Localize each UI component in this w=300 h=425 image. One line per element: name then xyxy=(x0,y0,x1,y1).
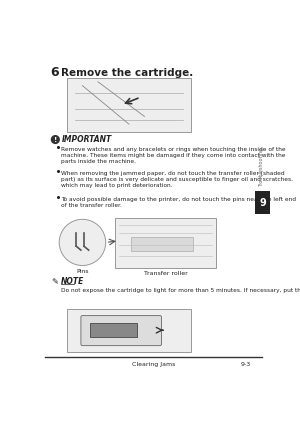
Text: Do not expose the cartridge to light for more than 5 minutes. If necessary, put : Do not expose the cartridge to light for… xyxy=(61,288,300,293)
Bar xyxy=(130,237,193,251)
Text: Troubleshooting: Troubleshooting xyxy=(260,148,264,187)
Text: When removing the jammed paper, do not touch the transfer roller (shaded part) a: When removing the jammed paper, do not t… xyxy=(61,171,293,188)
Text: NOTE: NOTE xyxy=(61,277,84,286)
Text: 9-3: 9-3 xyxy=(240,362,250,367)
Bar xyxy=(115,218,216,268)
Bar xyxy=(255,191,270,214)
Bar xyxy=(67,78,191,132)
Text: ✎: ✎ xyxy=(51,277,58,286)
Text: IMPORTANT: IMPORTANT xyxy=(61,135,112,144)
Text: Remove watches and any bracelets or rings when touching the inside of the machin: Remove watches and any bracelets or ring… xyxy=(61,147,285,164)
Bar xyxy=(67,309,191,352)
Text: 9: 9 xyxy=(259,198,266,208)
Circle shape xyxy=(59,219,106,266)
Bar xyxy=(90,323,137,337)
Text: Remove the cartridge.: Remove the cartridge. xyxy=(61,68,193,77)
Text: !: ! xyxy=(54,136,57,142)
Text: Pins: Pins xyxy=(76,269,89,274)
Text: Clearing Jams: Clearing Jams xyxy=(132,362,176,367)
FancyBboxPatch shape xyxy=(81,316,161,346)
Circle shape xyxy=(52,136,59,143)
Text: 6: 6 xyxy=(50,66,59,79)
Text: To avoid possible damage to the printer, do not touch the pins near the left end: To avoid possible damage to the printer,… xyxy=(61,197,296,208)
Text: Transfer roller: Transfer roller xyxy=(143,271,187,276)
